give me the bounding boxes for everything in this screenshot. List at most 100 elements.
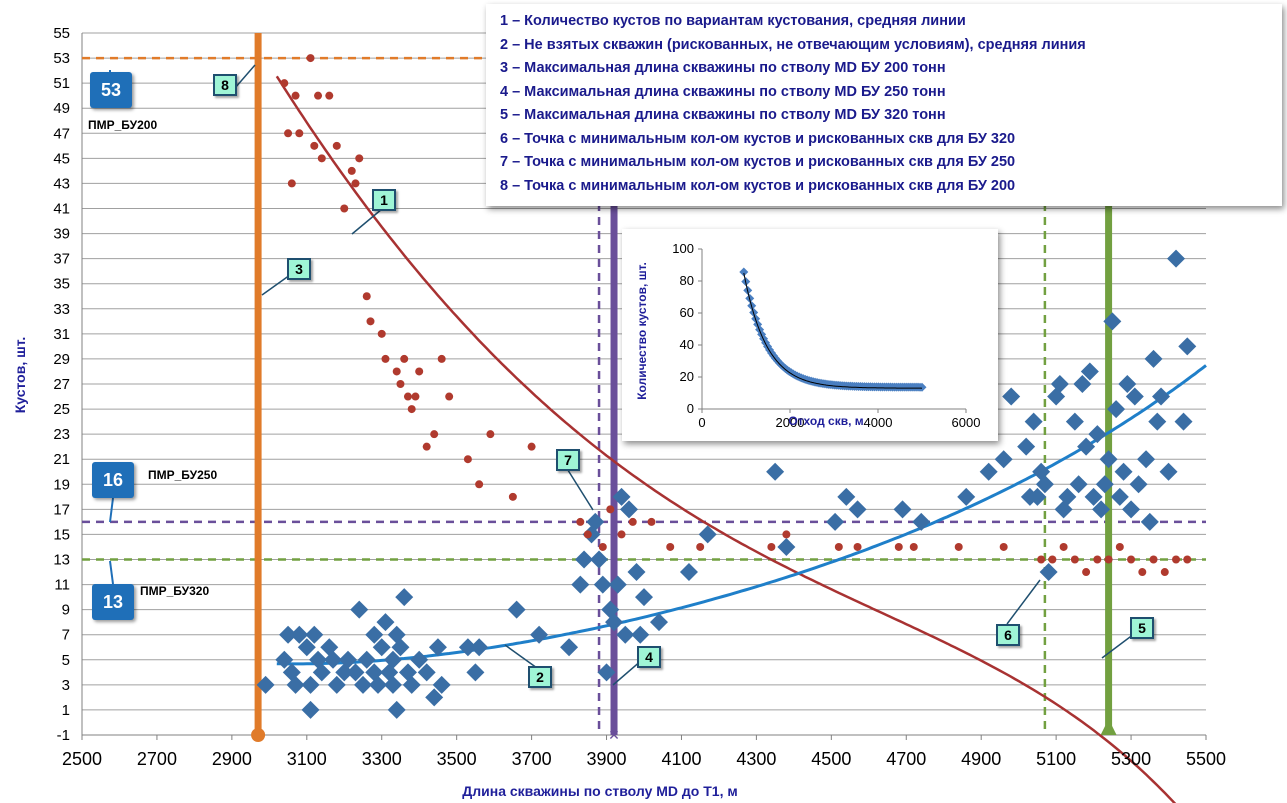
red-circle-point [1070, 555, 1079, 564]
inset-y-tick-label: 40 [680, 337, 694, 352]
red-circle-point [1160, 568, 1169, 577]
inset-y-axis-label: Количество кустов, шт. [635, 262, 649, 400]
y-tick-label: 3 [62, 677, 70, 694]
y-tick-label: 23 [53, 426, 70, 443]
red-circle-point [1115, 542, 1124, 551]
trend-lines [109, 64, 1207, 803]
blue-diamond-point [301, 675, 320, 694]
red-circle-point [583, 530, 592, 539]
x-tick-label: 2700 [137, 749, 177, 769]
blue-diamond-point [1017, 437, 1036, 456]
red-circle-point [287, 179, 296, 188]
red-circle-point [291, 91, 300, 100]
red-circle-point [999, 542, 1008, 551]
callout-pointer [1006, 579, 1041, 625]
legend-item-8: 8 – Точка с минимальным кол-ом кустов и … [500, 177, 1016, 194]
blue-diamond-point [1174, 412, 1193, 431]
y-tick-label: 53 [53, 50, 70, 67]
red-circle-point [1048, 555, 1057, 564]
callout-pointer [234, 64, 256, 89]
callout-8: 8 [213, 74, 237, 96]
red-circle-point [894, 542, 903, 551]
blue-diamond-point [1103, 312, 1122, 331]
x-tick-label: 3500 [437, 749, 477, 769]
level-badge-13: 13 [92, 584, 134, 620]
x-tick-label: 3700 [512, 749, 552, 769]
blue-diamond-point [612, 487, 631, 506]
blue-diamond-point [1080, 362, 1099, 381]
inset-y-tick-label: 80 [680, 273, 694, 288]
blue-diamond-point [372, 638, 391, 657]
blue-diamond-point [354, 675, 372, 694]
blue-diamond-point [1167, 249, 1186, 268]
bu200-marker [251, 728, 266, 742]
blue-diamond-point [1140, 512, 1159, 531]
callout-pointer [565, 466, 594, 511]
blue-diamond-point [571, 575, 590, 594]
blue-diamond-point [376, 613, 395, 632]
blue-diamond-point [1095, 475, 1114, 494]
blue-diamond-point [575, 550, 594, 569]
blue-diamond-point [1039, 563, 1058, 582]
red-circle-point [1082, 568, 1091, 577]
blue-diamond-point [679, 563, 698, 582]
red-circle-point [617, 530, 626, 539]
red-circle-point [317, 154, 326, 163]
callout-pointer [504, 644, 538, 669]
x-tick-label: 4900 [961, 749, 1001, 769]
callout-7: 7 [556, 449, 580, 471]
blue-diamond-point [1099, 450, 1118, 469]
red-circle-point [347, 166, 356, 175]
blue-diamond-point [649, 613, 668, 632]
inset-x-tick-label: 4000 [864, 415, 893, 430]
blue-diamond-point [593, 575, 612, 594]
red-circle-point [1183, 555, 1192, 564]
blue-diamond-point [383, 675, 402, 694]
blue-diamond-point [1088, 425, 1107, 444]
y-tick-label: 49 [53, 100, 70, 117]
blue-diamond-point [698, 525, 717, 544]
blue-diamond-point [402, 675, 421, 694]
red-circle-point [445, 392, 454, 401]
blue-diamond-point [339, 650, 358, 669]
blue-diamond-point [826, 512, 845, 531]
blue-diamond-point [470, 638, 489, 657]
red-circle-point [486, 430, 495, 439]
callout-1: 1 [372, 189, 396, 211]
y-tick-label: 25 [53, 401, 70, 418]
blue-diamond-point [1148, 412, 1167, 431]
callout-pointer [1101, 633, 1135, 659]
y-tick-label: 11 [54, 577, 70, 594]
x-tick-label: 3100 [287, 749, 327, 769]
legend-item-1: 1 – Количество кустов по вариантам кусто… [500, 13, 966, 29]
y-tick-label: 19 [53, 476, 70, 493]
x-tick-label: 5500 [1186, 749, 1226, 769]
inset-chart-panel: 0 20 40 60 80 100 0 2000 4000 6000 Отход скв, м К… [622, 229, 998, 441]
inset-x-tick-label: 0 [698, 415, 705, 430]
red-circle-point [576, 517, 585, 526]
inset-trend-line [743, 272, 923, 389]
y-tick-label: 47 [53, 125, 70, 142]
inset-diamond-point [739, 267, 749, 277]
red-circle-point [782, 530, 791, 539]
red-circle-point [284, 129, 293, 138]
blue-diamond-point [590, 550, 609, 569]
blue-diamond-point [560, 638, 579, 657]
inset-x-axis-label: Отход скв, м [788, 414, 863, 428]
blue-diamond-point [346, 663, 365, 682]
red-circle-point [325, 91, 334, 100]
y-tick-label: -1 [57, 727, 70, 744]
red-circle-point [598, 542, 607, 551]
legend-item-4: 4 – Максимальная длина скважины по ствол… [500, 83, 946, 100]
inset-chart: 0 20 40 60 80 100 0 2000 4000 6000 Отход скв, м К… [635, 241, 980, 430]
y-tick-label: 33 [53, 301, 70, 318]
blue-diamond-point [507, 600, 526, 619]
legend-item-5: 5 – Максимальная длина скважины по ствол… [500, 107, 946, 123]
blue-diamond-point [1069, 475, 1088, 494]
blue-diamond-point [912, 512, 931, 531]
blue-diamond-point [605, 613, 624, 632]
callout-4: 4 [637, 646, 661, 668]
blue-diamond-point [327, 675, 346, 694]
red-circle-point [381, 354, 390, 363]
red-circle-point [834, 542, 843, 551]
